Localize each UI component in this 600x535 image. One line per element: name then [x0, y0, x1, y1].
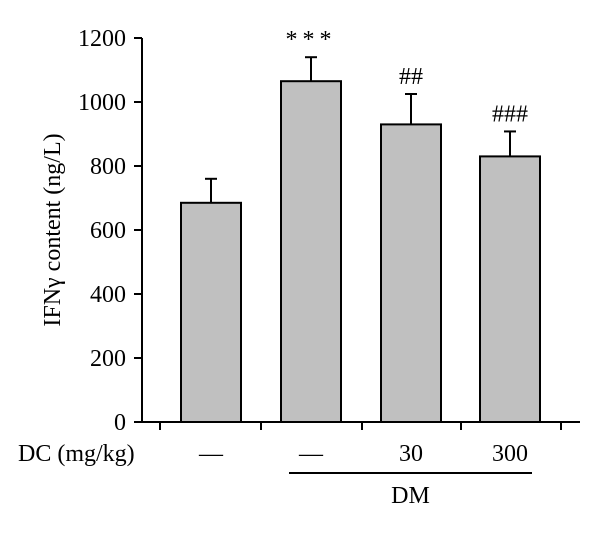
significance-label-1: ***: [286, 27, 337, 53]
dc-value-2: 30: [399, 441, 423, 467]
significance-label-2: ##: [399, 64, 423, 90]
y-tick-label-2: 400: [90, 282, 126, 308]
bar-1: [280, 80, 342, 423]
axes-layer: [134, 37, 580, 474]
dc-value-1: —: [298, 441, 324, 467]
y-tick-label-5: 1000: [78, 90, 126, 116]
y-tick-label-3: 600: [90, 218, 126, 244]
y-tick-label-1: 200: [90, 346, 126, 372]
bar-3: [479, 155, 541, 423]
dc-value-0: —: [198, 441, 224, 467]
bars-layer: [180, 56, 541, 424]
bar-2: [380, 123, 442, 424]
dc-value-3: 300: [492, 441, 528, 467]
y-tick-label-6: 1200: [78, 26, 126, 52]
dc-row-label: DC (mg/kg): [18, 441, 135, 467]
y-axis-label: IFNγ content (ng/L): [40, 133, 66, 326]
significance-label-3: ###: [492, 101, 528, 127]
bar-0: [180, 201, 242, 423]
y-tick-label-0: 0: [114, 410, 126, 436]
group-label: DM: [391, 483, 430, 509]
y-tick-label-4: 800: [90, 154, 126, 180]
